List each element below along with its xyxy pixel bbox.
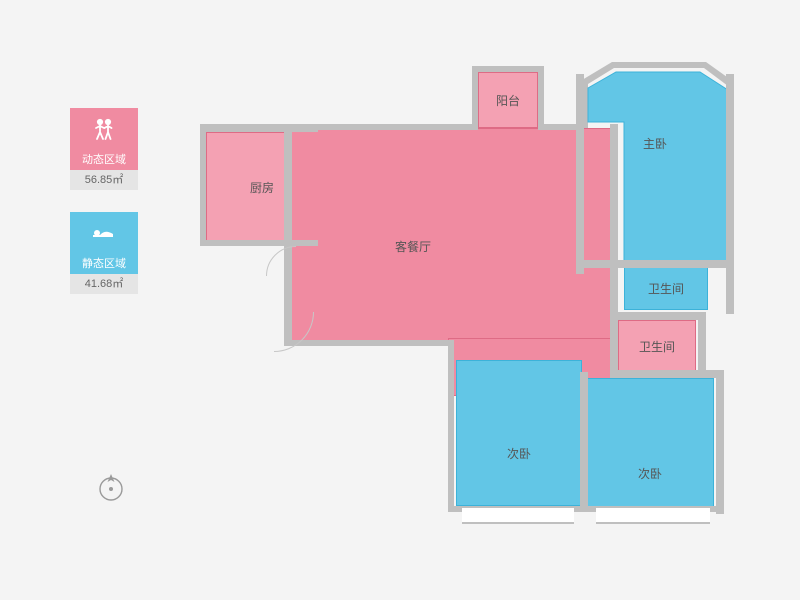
wall-segment	[472, 66, 478, 128]
wall-segment	[314, 124, 478, 130]
balcony-rail	[462, 506, 574, 524]
room-bath2	[618, 320, 696, 372]
wall-segment	[284, 340, 454, 346]
wall-segment	[580, 372, 588, 512]
legend-panel: 动态区域 56.85㎡ 静态区域 41.68㎡	[70, 108, 138, 316]
room-bath1	[624, 266, 708, 310]
wall-segment	[610, 312, 704, 320]
wall-segment	[576, 260, 734, 268]
sleep-icon	[70, 212, 138, 254]
wall-segment	[448, 340, 454, 512]
legend-dynamic-value: 56.85㎡	[70, 170, 138, 190]
wall-segment	[200, 240, 318, 246]
wall-segment	[610, 124, 618, 374]
room-balcony	[478, 72, 538, 128]
wall-segment	[538, 66, 544, 128]
legend-dynamic: 动态区域 56.85㎡	[70, 108, 138, 190]
room-bed2	[456, 360, 582, 506]
wall-segment	[698, 312, 706, 376]
compass-icon	[94, 470, 128, 509]
legend-static: 静态区域 41.68㎡	[70, 212, 138, 294]
room-living	[290, 128, 616, 344]
wall-segment	[200, 124, 206, 246]
legend-static-value: 41.68㎡	[70, 274, 138, 294]
balcony-rail	[596, 506, 710, 524]
wall-segment	[200, 124, 318, 132]
wall-segment	[610, 370, 722, 378]
floor-plan: 厨房阳台客餐厅卫生间主卧卫生间次卧次卧	[180, 40, 740, 560]
wall-segment	[472, 66, 544, 72]
legend-dynamic-label: 动态区域	[70, 150, 138, 170]
people-icon	[70, 108, 138, 150]
wall-segment	[716, 370, 724, 514]
wall-segment	[576, 74, 584, 274]
wall-segment	[726, 74, 734, 314]
legend-static-label: 静态区域	[70, 254, 138, 274]
room-bed3	[586, 378, 714, 508]
